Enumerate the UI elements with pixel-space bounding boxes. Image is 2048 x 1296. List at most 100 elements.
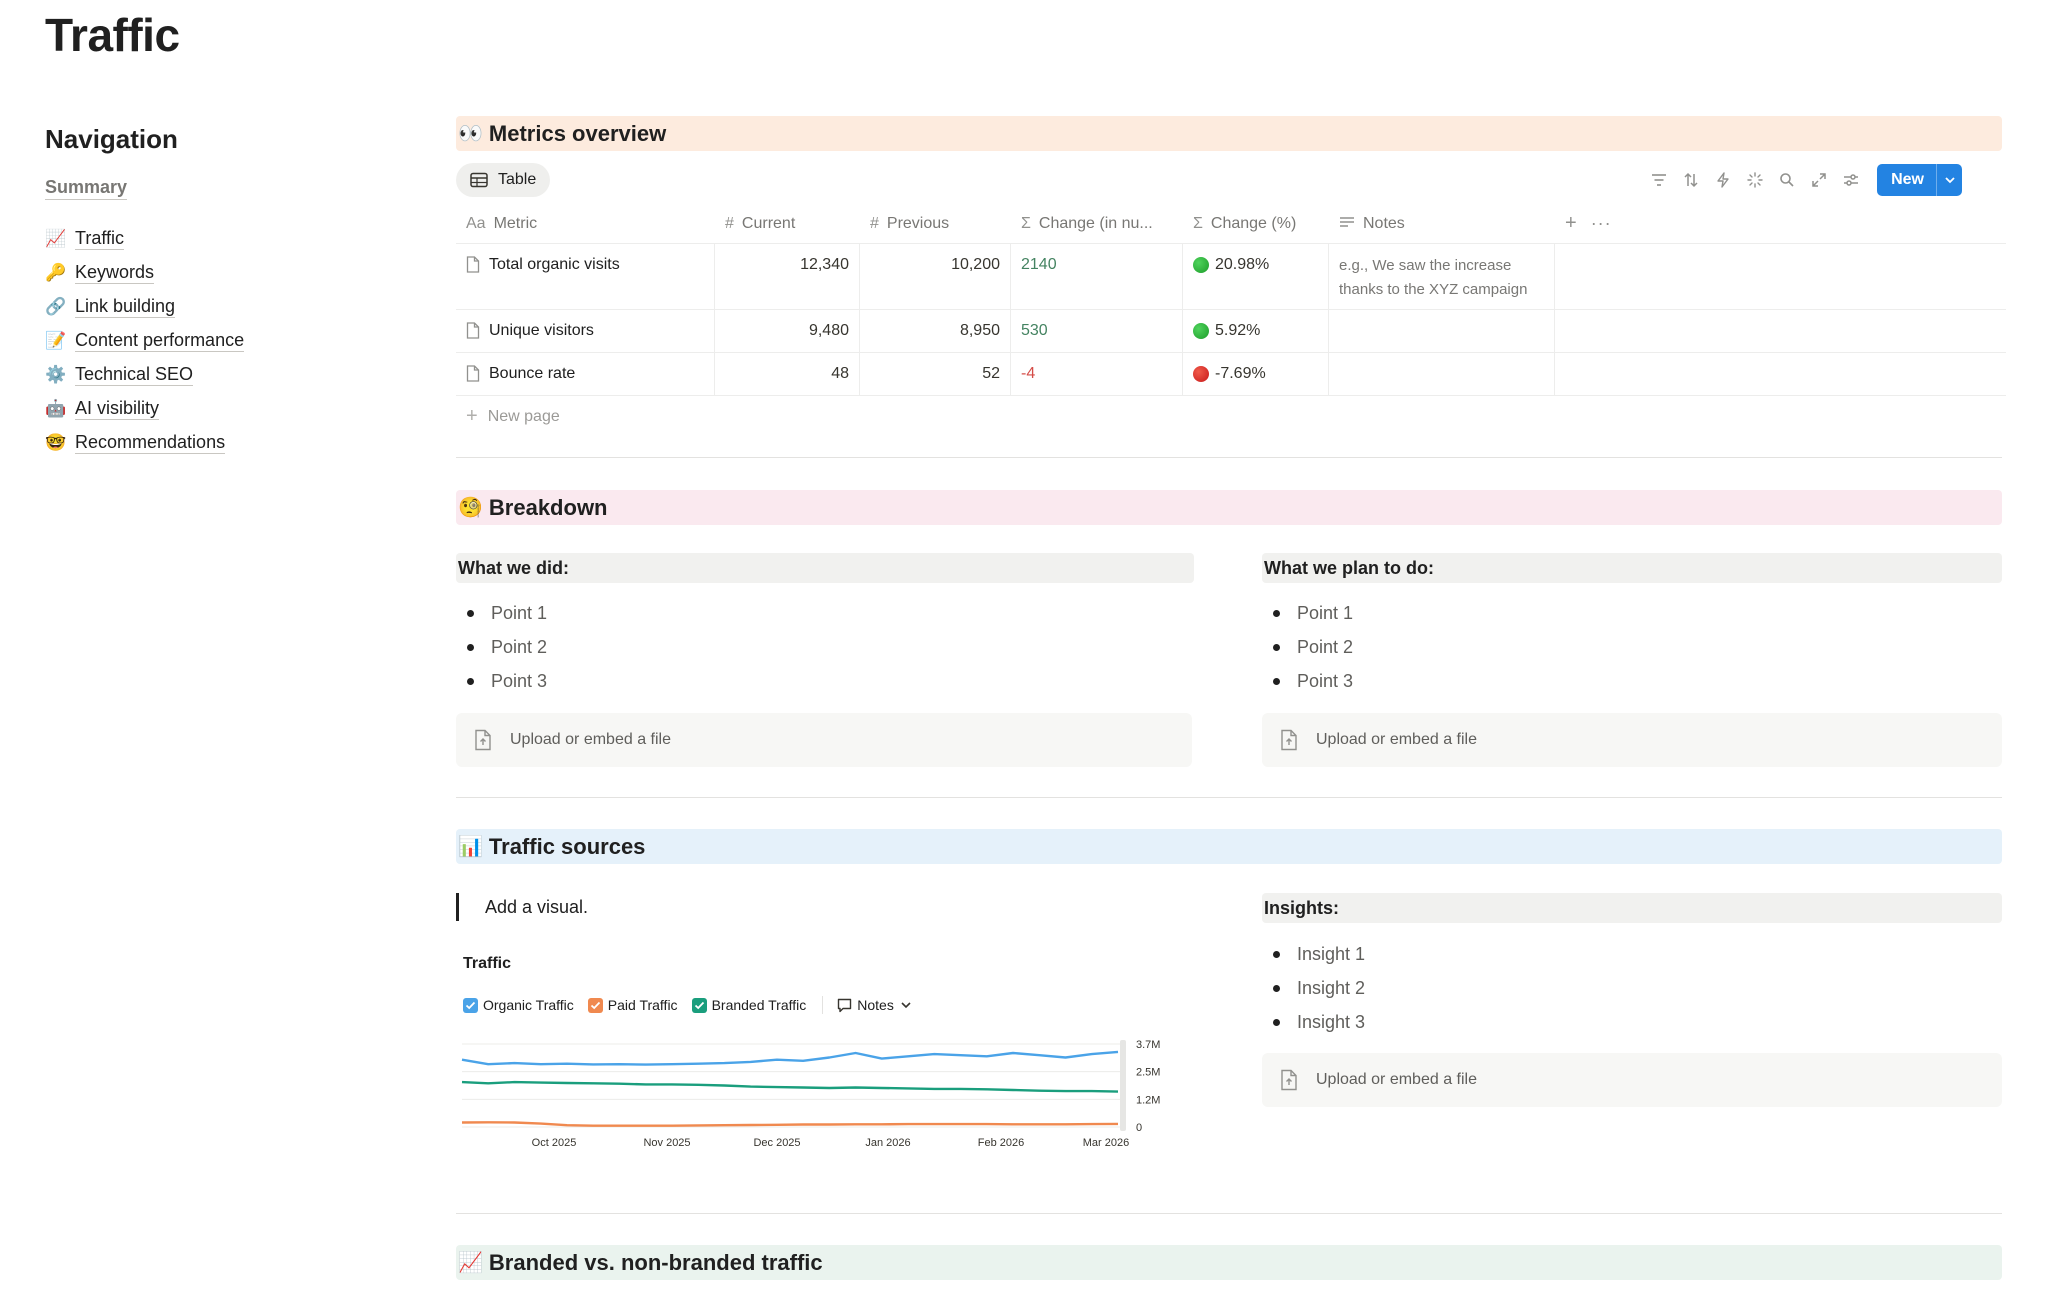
nav-item-keywords[interactable]: 🔑 Keywords [45, 256, 345, 290]
notes-cell[interactable] [1329, 310, 1555, 352]
upload-embed-file[interactable]: Upload or embed a file [1262, 1053, 2002, 1107]
quote-block[interactable]: Add a visual. [456, 893, 588, 921]
y-tick-label: 2.5M [1136, 1067, 1160, 1079]
column-header-change-percent[interactable]: Σ Change (%) [1183, 215, 1329, 233]
expand-icon[interactable] [1803, 164, 1835, 196]
list-item[interactable]: Point 3 [1262, 664, 1353, 698]
table-header-row: Aa Metric # Current # Previous Σ Change (in … [456, 204, 2006, 244]
nav-item-label: Recommendations [75, 432, 226, 454]
legend-label: Paid Traffic [607, 997, 678, 1013]
checkbox-checked-icon[interactable] [691, 997, 707, 1013]
summary-link[interactable]: Summary [45, 177, 128, 200]
list-item[interactable]: Point 2 [456, 630, 547, 664]
x-tick-label: Dec 2025 [753, 1137, 800, 1149]
chevron-down-icon[interactable] [1936, 164, 1962, 196]
nav-item-content-performance[interactable]: 📝 Content performance [45, 324, 345, 358]
change-percent-cell[interactable]: -7.69% [1183, 353, 1329, 395]
legend-label: Organic Traffic [483, 997, 574, 1013]
current-cell[interactable]: 12,340 [715, 244, 860, 309]
traffic-line-chart[interactable]: 3.7M 2.5M 1.2M 0 Oct 2025 Nov 2025 Dec 2025 Jan… [456, 1030, 1176, 1155]
x-tick-label: Mar 2026 [1083, 1137, 1129, 1149]
legend-branded-traffic[interactable]: Branded Traffic [691, 997, 806, 1013]
column-header-notes[interactable]: Notes [1329, 215, 1555, 233]
filter-icon[interactable] [1643, 164, 1675, 196]
current-cell[interactable]: 9,480 [715, 310, 860, 352]
number-type-icon: # [725, 214, 734, 232]
column-header-previous[interactable]: # Previous [860, 215, 1011, 233]
nav-item-recommendations[interactable]: 🤓 Recommendations [45, 426, 345, 460]
red-circle-icon [1193, 366, 1209, 382]
list-item[interactable]: Point 1 [1262, 596, 1353, 630]
previous-cell[interactable]: 52 [860, 353, 1011, 395]
change-number-cell[interactable]: 530 [1011, 310, 1183, 352]
table-row[interactable]: Unique visitors 9,480 8,950 530 5.92% [456, 310, 2006, 353]
column-header-change-number[interactable]: Σ Change (in nu... [1011, 215, 1183, 233]
formula-type-icon: Σ [1193, 214, 1203, 232]
previous-cell[interactable]: 10,200 [860, 244, 1011, 309]
change-number-cell[interactable]: -4 [1011, 353, 1183, 395]
previous-cell[interactable]: 8,950 [860, 310, 1011, 352]
what-we-did-heading: What we did: [456, 553, 1194, 583]
empty-cell [1555, 353, 2006, 395]
list-item[interactable]: Point 3 [456, 664, 547, 698]
nav-item-label: Technical SEO [75, 364, 194, 386]
list-item[interactable]: Insight 3 [1262, 1005, 1365, 1039]
nav-item-link-building[interactable]: 🔗 Link building [45, 290, 345, 324]
nav-item-technical-seo[interactable]: ⚙️ Technical SEO [45, 358, 345, 392]
change-percent-cell[interactable]: 5.92% [1183, 310, 1329, 352]
nav-item-label: Traffic [75, 228, 125, 250]
checkbox-checked-icon[interactable] [463, 997, 478, 1013]
table-row[interactable]: Total organic visits 12,340 10,200 2140 … [456, 244, 2006, 310]
lightning-icon[interactable] [1707, 164, 1739, 196]
green-circle-icon [1193, 323, 1209, 339]
column-header-metric[interactable]: Aa Metric [456, 215, 715, 233]
table-row[interactable]: Bounce rate 48 52 -4 -7.69% [456, 353, 2006, 396]
search-icon[interactable] [1771, 164, 1803, 196]
list-item[interactable]: Insight 1 [1262, 937, 1365, 971]
change-percent-cell[interactable]: 20.98% [1183, 244, 1329, 309]
nav-item-label: Keywords [75, 262, 155, 284]
bar-chart-emoji-icon: 📊 [458, 836, 483, 858]
settings-sliders-icon[interactable] [1835, 164, 1867, 196]
notes-cell[interactable] [1329, 353, 1555, 395]
notes-dropdown[interactable]: Notes [837, 997, 912, 1013]
metric-cell[interactable]: Bounce rate [456, 353, 715, 395]
upload-embed-file[interactable]: Upload or embed a file [1262, 713, 2002, 767]
legend-organic-traffic[interactable]: Organic Traffic [463, 997, 574, 1013]
notes-cell[interactable]: e.g., We saw the increase thanks to the … [1329, 244, 1555, 309]
empty-cell [1555, 244, 2006, 309]
sparkle-icon[interactable] [1739, 164, 1771, 196]
more-options-icon[interactable]: ··· [1590, 213, 1612, 233]
column-label: Change (in nu... [1038, 214, 1153, 232]
legend-paid-traffic[interactable]: Paid Traffic [587, 997, 678, 1013]
checkbox-checked-icon[interactable] [587, 997, 603, 1013]
divider [456, 797, 2002, 798]
number-type-icon: # [870, 214, 879, 232]
section-title: Breakdown [488, 494, 608, 520]
new-button[interactable]: New [1877, 164, 1962, 196]
table-view-tab[interactable]: Table [456, 163, 551, 197]
column-header-current[interactable]: # Current [715, 215, 860, 233]
section-title: Metrics overview [488, 120, 667, 146]
upload-embed-file[interactable]: Upload or embed a file [456, 713, 1192, 767]
quote-text: Add a visual. [485, 896, 589, 917]
current-cell[interactable]: 48 [715, 353, 860, 395]
divider [456, 457, 2002, 458]
chart-title: Traffic [463, 955, 512, 972]
new-page-button[interactable]: + New page [466, 405, 560, 428]
change-number-cell[interactable]: 2140 [1011, 244, 1183, 309]
metric-cell[interactable]: Unique visitors [456, 310, 715, 352]
metric-cell[interactable]: Total organic visits [456, 244, 715, 309]
navigation-panel: Navigation Summary 📈 Traffic 🔑 Keywords 🔗 L… [45, 124, 345, 460]
list-item[interactable]: Point 2 [1262, 630, 1353, 664]
add-column-icon[interactable]: + [1565, 212, 1577, 234]
column-label: Previous [886, 214, 950, 232]
nav-item-ai-visibility[interactable]: 🤖 AI visibility [45, 392, 345, 426]
page-icon [466, 322, 480, 344]
list-item[interactable]: Insight 2 [1262, 971, 1365, 1005]
what-we-plan-list: Point 1 Point 2 Point 3 [1262, 596, 1353, 698]
sort-icon[interactable] [1675, 164, 1707, 196]
list-item[interactable]: Point 1 [456, 596, 547, 630]
nav-item-traffic[interactable]: 📈 Traffic [45, 222, 345, 256]
metric-name: Total organic visits [489, 256, 620, 273]
